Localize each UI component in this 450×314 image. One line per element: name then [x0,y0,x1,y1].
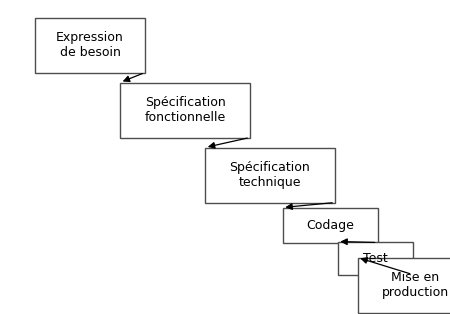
Text: Test: Test [363,252,387,264]
Bar [283,208,378,242]
Text: Codage: Codage [306,219,354,231]
Text: Expression
de besoin: Expression de besoin [56,31,124,59]
Bar [205,148,335,203]
Text: Spécification
fonctionnelle: Spécification fonctionnelle [144,96,225,124]
Text: Mise en
production: Mise en production [382,271,449,299]
Bar [35,18,145,73]
Text: Spécification
technique: Spécification technique [230,161,310,189]
Bar [357,257,450,312]
Bar [120,83,250,138]
Bar [338,241,413,274]
